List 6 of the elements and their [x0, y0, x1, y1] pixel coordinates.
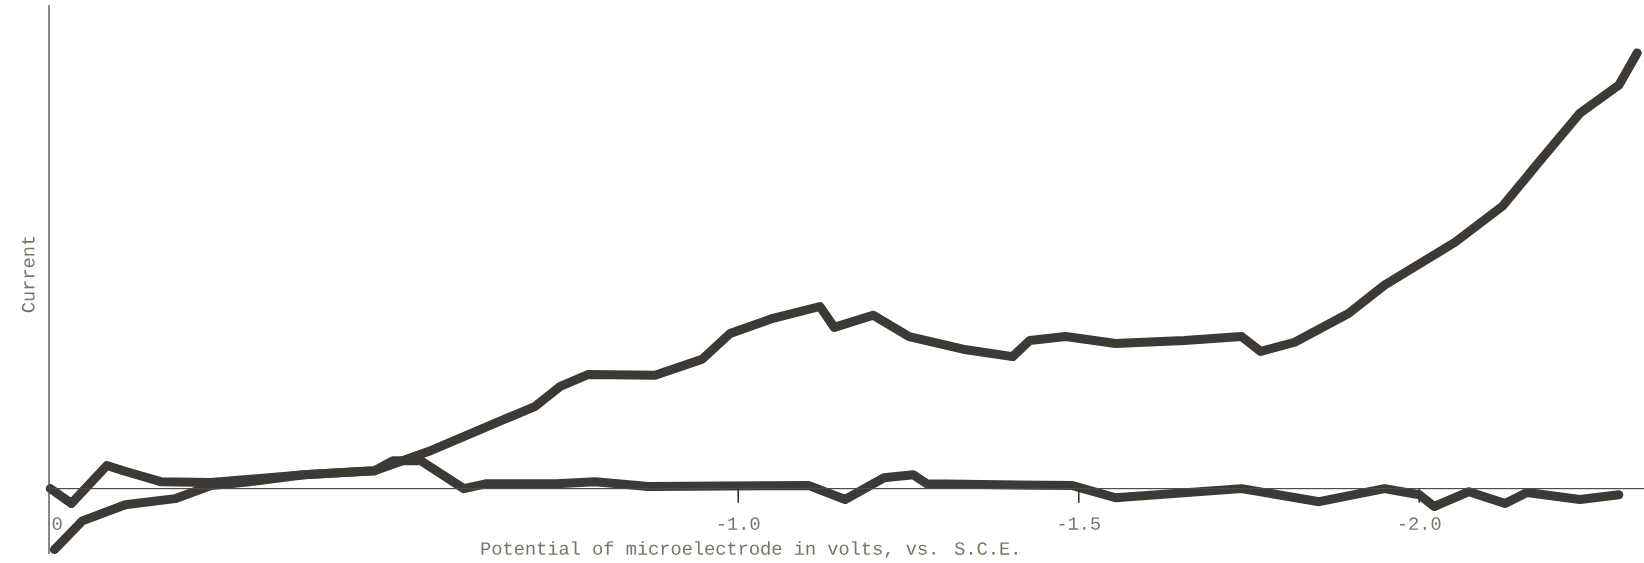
x-tick-label: 0 [52, 517, 62, 530]
x-tick-label: -2.0 [1399, 517, 1441, 530]
y-axis-title: Current [21, 236, 35, 313]
x-tick-label: -1.5 [1059, 517, 1100, 530]
x-axis-title: Potential of microelectrode in volts, vs. S.C.E. [481, 541, 1017, 559]
x-tick-label: -1.0 [718, 517, 760, 530]
